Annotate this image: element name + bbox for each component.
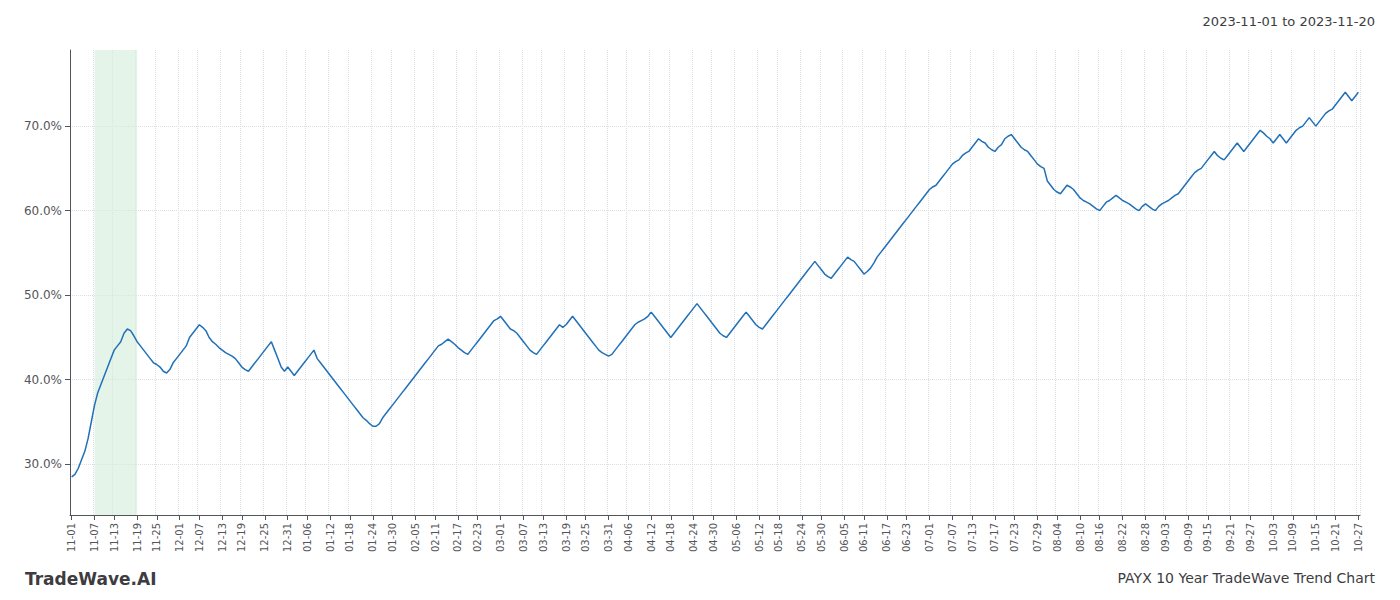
svg-text:01-06: 01-06 bbox=[302, 523, 313, 552]
svg-text:01-30: 01-30 bbox=[387, 523, 398, 552]
svg-text:05-06: 05-06 bbox=[731, 523, 742, 552]
svg-text:40.0%: 40.0% bbox=[24, 373, 62, 387]
svg-text:06-11: 06-11 bbox=[858, 523, 869, 552]
svg-text:08-22: 08-22 bbox=[1117, 523, 1128, 552]
svg-text:02-23: 02-23 bbox=[472, 523, 483, 552]
svg-text:07-29: 07-29 bbox=[1032, 523, 1043, 552]
svg-text:03-13: 03-13 bbox=[538, 523, 549, 552]
svg-text:02-11: 02-11 bbox=[430, 523, 441, 552]
svg-text:01-18: 01-18 bbox=[344, 523, 355, 552]
svg-text:PAYX 10 Year TradeWave Trend C: PAYX 10 Year TradeWave Trend Chart bbox=[1118, 570, 1376, 586]
svg-text:03-25: 03-25 bbox=[580, 523, 591, 552]
svg-text:03-31: 03-31 bbox=[603, 523, 614, 552]
svg-text:04-06: 04-06 bbox=[623, 523, 634, 552]
svg-text:08-04: 08-04 bbox=[1052, 523, 1063, 552]
svg-text:70.0%: 70.0% bbox=[24, 119, 62, 133]
svg-text:10-09: 10-09 bbox=[1287, 523, 1298, 552]
svg-text:60.0%: 60.0% bbox=[24, 204, 62, 218]
svg-text:12-07: 12-07 bbox=[194, 523, 205, 552]
svg-text:04-12: 04-12 bbox=[646, 523, 657, 552]
svg-text:09-03: 09-03 bbox=[1160, 523, 1171, 552]
svg-text:06-05: 06-05 bbox=[839, 523, 850, 552]
svg-text:12-13: 12-13 bbox=[217, 523, 228, 552]
svg-text:07-01: 07-01 bbox=[924, 523, 935, 552]
svg-text:04-18: 04-18 bbox=[665, 523, 676, 552]
svg-text:02-05: 02-05 bbox=[410, 523, 421, 552]
svg-text:07-23: 07-23 bbox=[1009, 523, 1020, 552]
svg-text:07-17: 07-17 bbox=[989, 523, 1000, 552]
svg-text:10-03: 10-03 bbox=[1268, 523, 1279, 552]
svg-text:10-27: 10-27 bbox=[1353, 523, 1364, 552]
svg-text:02-17: 02-17 bbox=[452, 523, 463, 552]
svg-text:09-27: 09-27 bbox=[1245, 523, 1256, 552]
svg-text:30.0%: 30.0% bbox=[24, 457, 62, 471]
svg-text:03-07: 03-07 bbox=[518, 523, 529, 552]
svg-text:09-09: 09-09 bbox=[1183, 523, 1194, 552]
svg-text:08-28: 08-28 bbox=[1140, 523, 1151, 552]
svg-text:09-21: 09-21 bbox=[1225, 523, 1236, 552]
svg-text:11-07: 11-07 bbox=[89, 523, 100, 552]
svg-text:01-24: 01-24 bbox=[367, 523, 378, 552]
svg-text:12-19: 12-19 bbox=[236, 523, 247, 552]
svg-text:04-30: 04-30 bbox=[708, 523, 719, 552]
svg-text:03-19: 03-19 bbox=[561, 523, 572, 552]
svg-text:06-23: 06-23 bbox=[901, 523, 912, 552]
svg-text:07-13: 07-13 bbox=[967, 523, 978, 552]
svg-text:11-13: 11-13 bbox=[109, 523, 120, 552]
svg-text:50.0%: 50.0% bbox=[24, 288, 62, 302]
svg-text:05-30: 05-30 bbox=[816, 523, 827, 552]
svg-text:12-25: 12-25 bbox=[259, 523, 270, 552]
svg-text:10-15: 10-15 bbox=[1310, 523, 1321, 552]
svg-text:08-10: 08-10 bbox=[1075, 523, 1086, 552]
svg-text:07-07: 07-07 bbox=[947, 523, 958, 552]
svg-text:05-18: 05-18 bbox=[773, 523, 784, 552]
svg-text:2023-11-01 to 2023-11-20: 2023-11-01 to 2023-11-20 bbox=[1203, 14, 1375, 29]
svg-text:06-17: 06-17 bbox=[881, 523, 892, 552]
svg-text:09-15: 09-15 bbox=[1202, 523, 1213, 552]
svg-text:03-01: 03-01 bbox=[495, 523, 506, 552]
svg-text:04-24: 04-24 bbox=[688, 523, 699, 552]
svg-text:12-01: 12-01 bbox=[174, 523, 185, 552]
svg-text:TradeWave.AI: TradeWave.AI bbox=[25, 569, 156, 589]
svg-text:05-24: 05-24 bbox=[796, 523, 807, 552]
svg-text:11-19: 11-19 bbox=[132, 523, 143, 552]
svg-text:12-31: 12-31 bbox=[282, 523, 293, 552]
svg-text:11-01: 11-01 bbox=[66, 523, 77, 552]
svg-text:05-12: 05-12 bbox=[754, 523, 765, 552]
svg-text:01-12: 01-12 bbox=[325, 523, 336, 552]
svg-text:08-16: 08-16 bbox=[1094, 523, 1105, 552]
svg-text:10-21: 10-21 bbox=[1330, 523, 1341, 552]
svg-text:11-25: 11-25 bbox=[151, 523, 162, 552]
